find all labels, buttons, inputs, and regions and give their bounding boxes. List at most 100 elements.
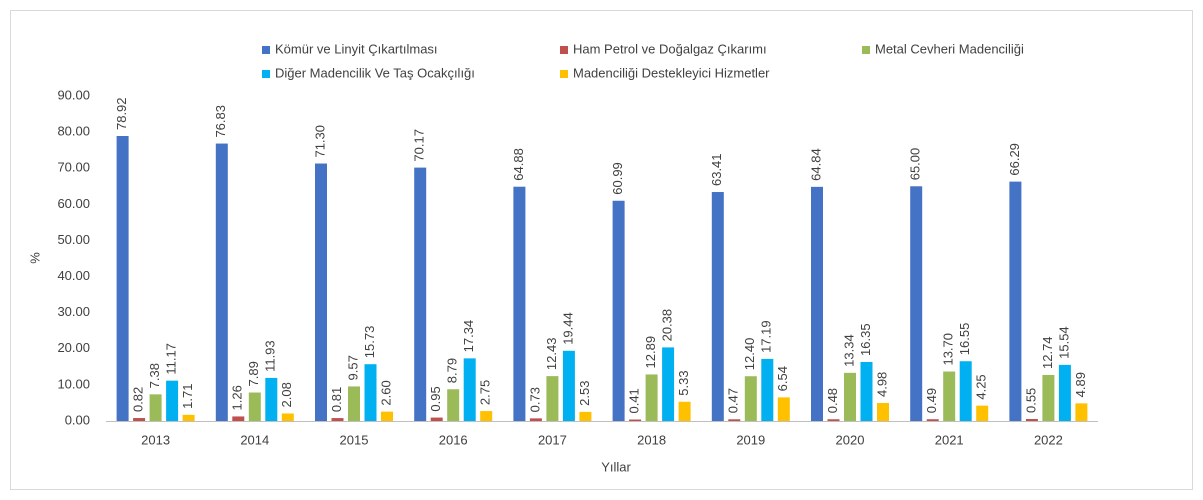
bar <box>513 186 526 421</box>
x-tick-label: 2017 <box>538 432 567 447</box>
data-label: 17.34 <box>461 320 476 353</box>
bar <box>1042 374 1055 421</box>
data-label: 60.99 <box>610 162 625 195</box>
bar <box>265 377 278 421</box>
bar <box>1058 364 1071 421</box>
x-tick-label: 2019 <box>736 432 765 447</box>
bar <box>662 347 675 421</box>
data-label: 2.60 <box>378 380 393 405</box>
legend-label: Diğer Madencilik Ve Taş Ocakçılığı <box>275 65 475 80</box>
bar <box>926 419 939 421</box>
bar <box>414 167 427 421</box>
legend-label: Madenciliği Destekleyici Hizmetler <box>573 65 770 80</box>
bar <box>348 386 360 421</box>
data-label: 13.70 <box>941 333 956 366</box>
bar <box>860 361 873 421</box>
y-tick-label: 30.00 <box>57 304 90 319</box>
bar <box>728 419 741 421</box>
bar <box>1025 419 1038 421</box>
data-label: 0.41 <box>627 388 642 413</box>
y-axis-label: % <box>27 252 42 264</box>
data-label: 15.54 <box>1056 326 1071 359</box>
x-tick-label: 2013 <box>141 432 170 447</box>
bar <box>248 392 261 421</box>
y-tick-label: 0.00 <box>65 412 90 427</box>
y-tick-label: 40.00 <box>57 268 90 283</box>
bar <box>612 200 625 421</box>
y-tick-label: 80.00 <box>57 124 90 139</box>
data-label: 66.29 <box>1007 143 1022 176</box>
bar <box>331 418 344 421</box>
bar <box>381 411 393 421</box>
data-label: 0.95 <box>428 386 443 411</box>
y-tick-label: 10.00 <box>57 376 90 391</box>
data-label: 11.93 <box>263 340 278 372</box>
y-tick-label: 50.00 <box>57 232 90 247</box>
data-label: 64.84 <box>808 148 823 181</box>
data-label: 20.38 <box>660 309 675 342</box>
bar <box>166 380 179 421</box>
bar <box>529 418 542 421</box>
y-tick-label: 60.00 <box>57 196 90 211</box>
bar <box>579 411 592 421</box>
bar <box>645 374 658 421</box>
bar <box>232 416 245 421</box>
data-label: 19.44 <box>560 312 575 345</box>
data-label: 9.57 <box>345 355 360 380</box>
legend-swatch <box>862 46 870 54</box>
y-tick-label: 90.00 <box>57 87 90 102</box>
bar <box>546 376 559 421</box>
data-label: 65.00 <box>908 148 923 181</box>
bar <box>827 419 840 421</box>
data-label: 12.89 <box>643 336 658 369</box>
data-label: 0.55 <box>1023 388 1038 413</box>
bar <box>364 364 377 421</box>
bar <box>116 136 129 421</box>
bar <box>761 358 774 421</box>
bar <box>1075 403 1088 421</box>
legend-swatch <box>560 46 568 54</box>
legend-label: Ham Petrol ve Doğalgaz Çıkarımı <box>573 41 767 56</box>
data-label: 11.17 <box>164 343 179 375</box>
bar <box>215 143 228 421</box>
x-tick-label: 2015 <box>340 432 369 447</box>
data-label: 16.35 <box>858 323 873 356</box>
bar <box>281 413 294 421</box>
x-tick-label: 2020 <box>836 432 865 447</box>
data-label: 16.55 <box>957 323 972 356</box>
data-label: 5.33 <box>676 370 691 395</box>
data-label: 17.19 <box>759 320 774 353</box>
x-tick-label: 2022 <box>1034 432 1063 447</box>
data-label: 12.74 <box>1040 336 1055 369</box>
x-tick-label: 2016 <box>439 432 468 447</box>
data-label: 2.08 <box>279 382 294 407</box>
bar <box>777 397 790 421</box>
x-tick-label: 2021 <box>935 432 964 447</box>
data-label: 15.73 <box>362 326 377 359</box>
data-label: 0.73 <box>527 387 542 412</box>
data-label: 4.25 <box>974 374 989 399</box>
data-label: 2.53 <box>577 381 592 406</box>
bar <box>463 358 476 421</box>
legend-swatch <box>560 70 568 78</box>
legend-swatch <box>262 70 270 78</box>
data-label: 63.41 <box>709 153 724 186</box>
data-label: 64.88 <box>511 148 526 181</box>
bar <box>976 405 989 421</box>
y-tick-label: 20.00 <box>57 340 90 355</box>
bar <box>629 419 642 421</box>
legend-label: Metal Cevheri Madenciliği <box>875 41 1024 56</box>
bar <box>811 186 823 421</box>
bar <box>447 389 460 421</box>
data-label: 7.38 <box>147 363 162 388</box>
data-label: 71.30 <box>312 125 327 158</box>
bar <box>711 192 724 421</box>
data-label: 13.34 <box>841 334 856 367</box>
bar <box>133 418 146 421</box>
bar <box>562 350 575 421</box>
data-label: 7.89 <box>246 361 261 386</box>
data-label: 70.17 <box>412 129 427 162</box>
legend-swatch <box>262 46 270 54</box>
data-label: 8.79 <box>445 358 460 383</box>
data-label: 1.71 <box>180 384 195 409</box>
